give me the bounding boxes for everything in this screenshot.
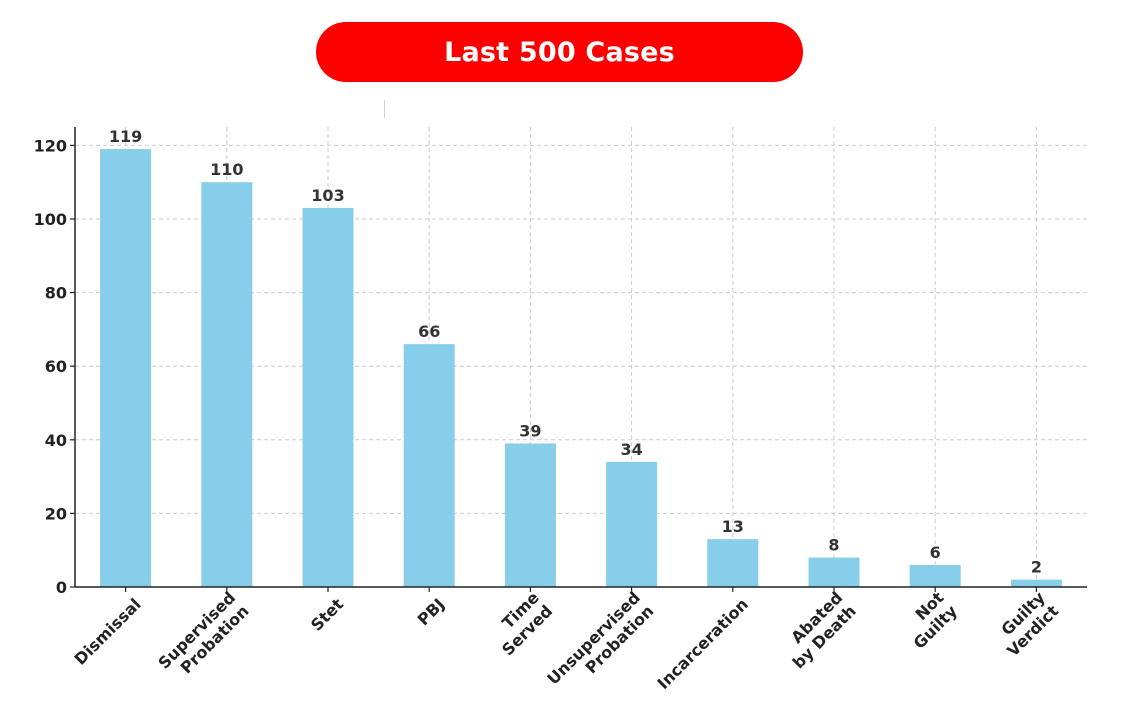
- bar: [808, 557, 860, 587]
- x-tick-label: Dismissal: [71, 595, 145, 669]
- bar-value-label: 2: [1031, 558, 1042, 577]
- bar-value-label: 103: [311, 186, 344, 205]
- bar-value-label: 110: [210, 160, 243, 179]
- y-tick-label: 120: [34, 136, 67, 155]
- x-tick-label-line: PBJ: [414, 595, 449, 630]
- bar-value-label: 39: [519, 421, 541, 440]
- chart-title: Last 500 Cases: [444, 36, 675, 68]
- y-tick-label: 60: [45, 357, 67, 376]
- bar: [504, 443, 556, 587]
- bar: [707, 539, 759, 587]
- bar: [1010, 579, 1062, 587]
- bar: [302, 207, 354, 587]
- y-tick-label: 0: [56, 578, 67, 597]
- bar-value-label: 6: [930, 543, 941, 562]
- bar-value-label: 8: [828, 536, 839, 555]
- bar: [100, 149, 152, 587]
- bar-value-label: 13: [722, 517, 744, 536]
- x-tick-label: TimeServed: [485, 588, 557, 660]
- x-tick-label: UnsupervisedProbation: [543, 588, 657, 702]
- x-tick-label: SupervisedProbation: [154, 588, 252, 686]
- stray-tick-mark: [384, 100, 385, 118]
- y-tick-label: 100: [34, 210, 67, 229]
- chart-title-banner: Last 500 Cases: [316, 22, 803, 82]
- x-tick-label: Stet: [307, 594, 347, 634]
- y-tick-label: 20: [45, 504, 67, 523]
- x-tick-label: Incarceration: [654, 595, 752, 693]
- y-tick-label: 80: [45, 284, 67, 303]
- x-tick-label-line: Stet: [307, 594, 347, 634]
- bar: [606, 461, 658, 587]
- x-tick-label-line: Dismissal: [71, 595, 145, 669]
- bar-value-label: 119: [109, 127, 142, 146]
- bar: [909, 564, 961, 587]
- bar-value-label: 34: [620, 440, 642, 459]
- bar: [201, 182, 253, 587]
- x-tick-label: NotGuilty: [896, 588, 961, 653]
- bar-value-label: 66: [418, 322, 440, 341]
- x-tick-label: PBJ: [414, 595, 449, 630]
- x-tick-label: Abatedby Death: [775, 588, 859, 672]
- y-tick-label: 40: [45, 431, 67, 450]
- x-tick-label: GuiltyVerdict: [990, 588, 1063, 661]
- x-tick-label-line: Incarceration: [654, 595, 752, 693]
- bar: [403, 344, 455, 587]
